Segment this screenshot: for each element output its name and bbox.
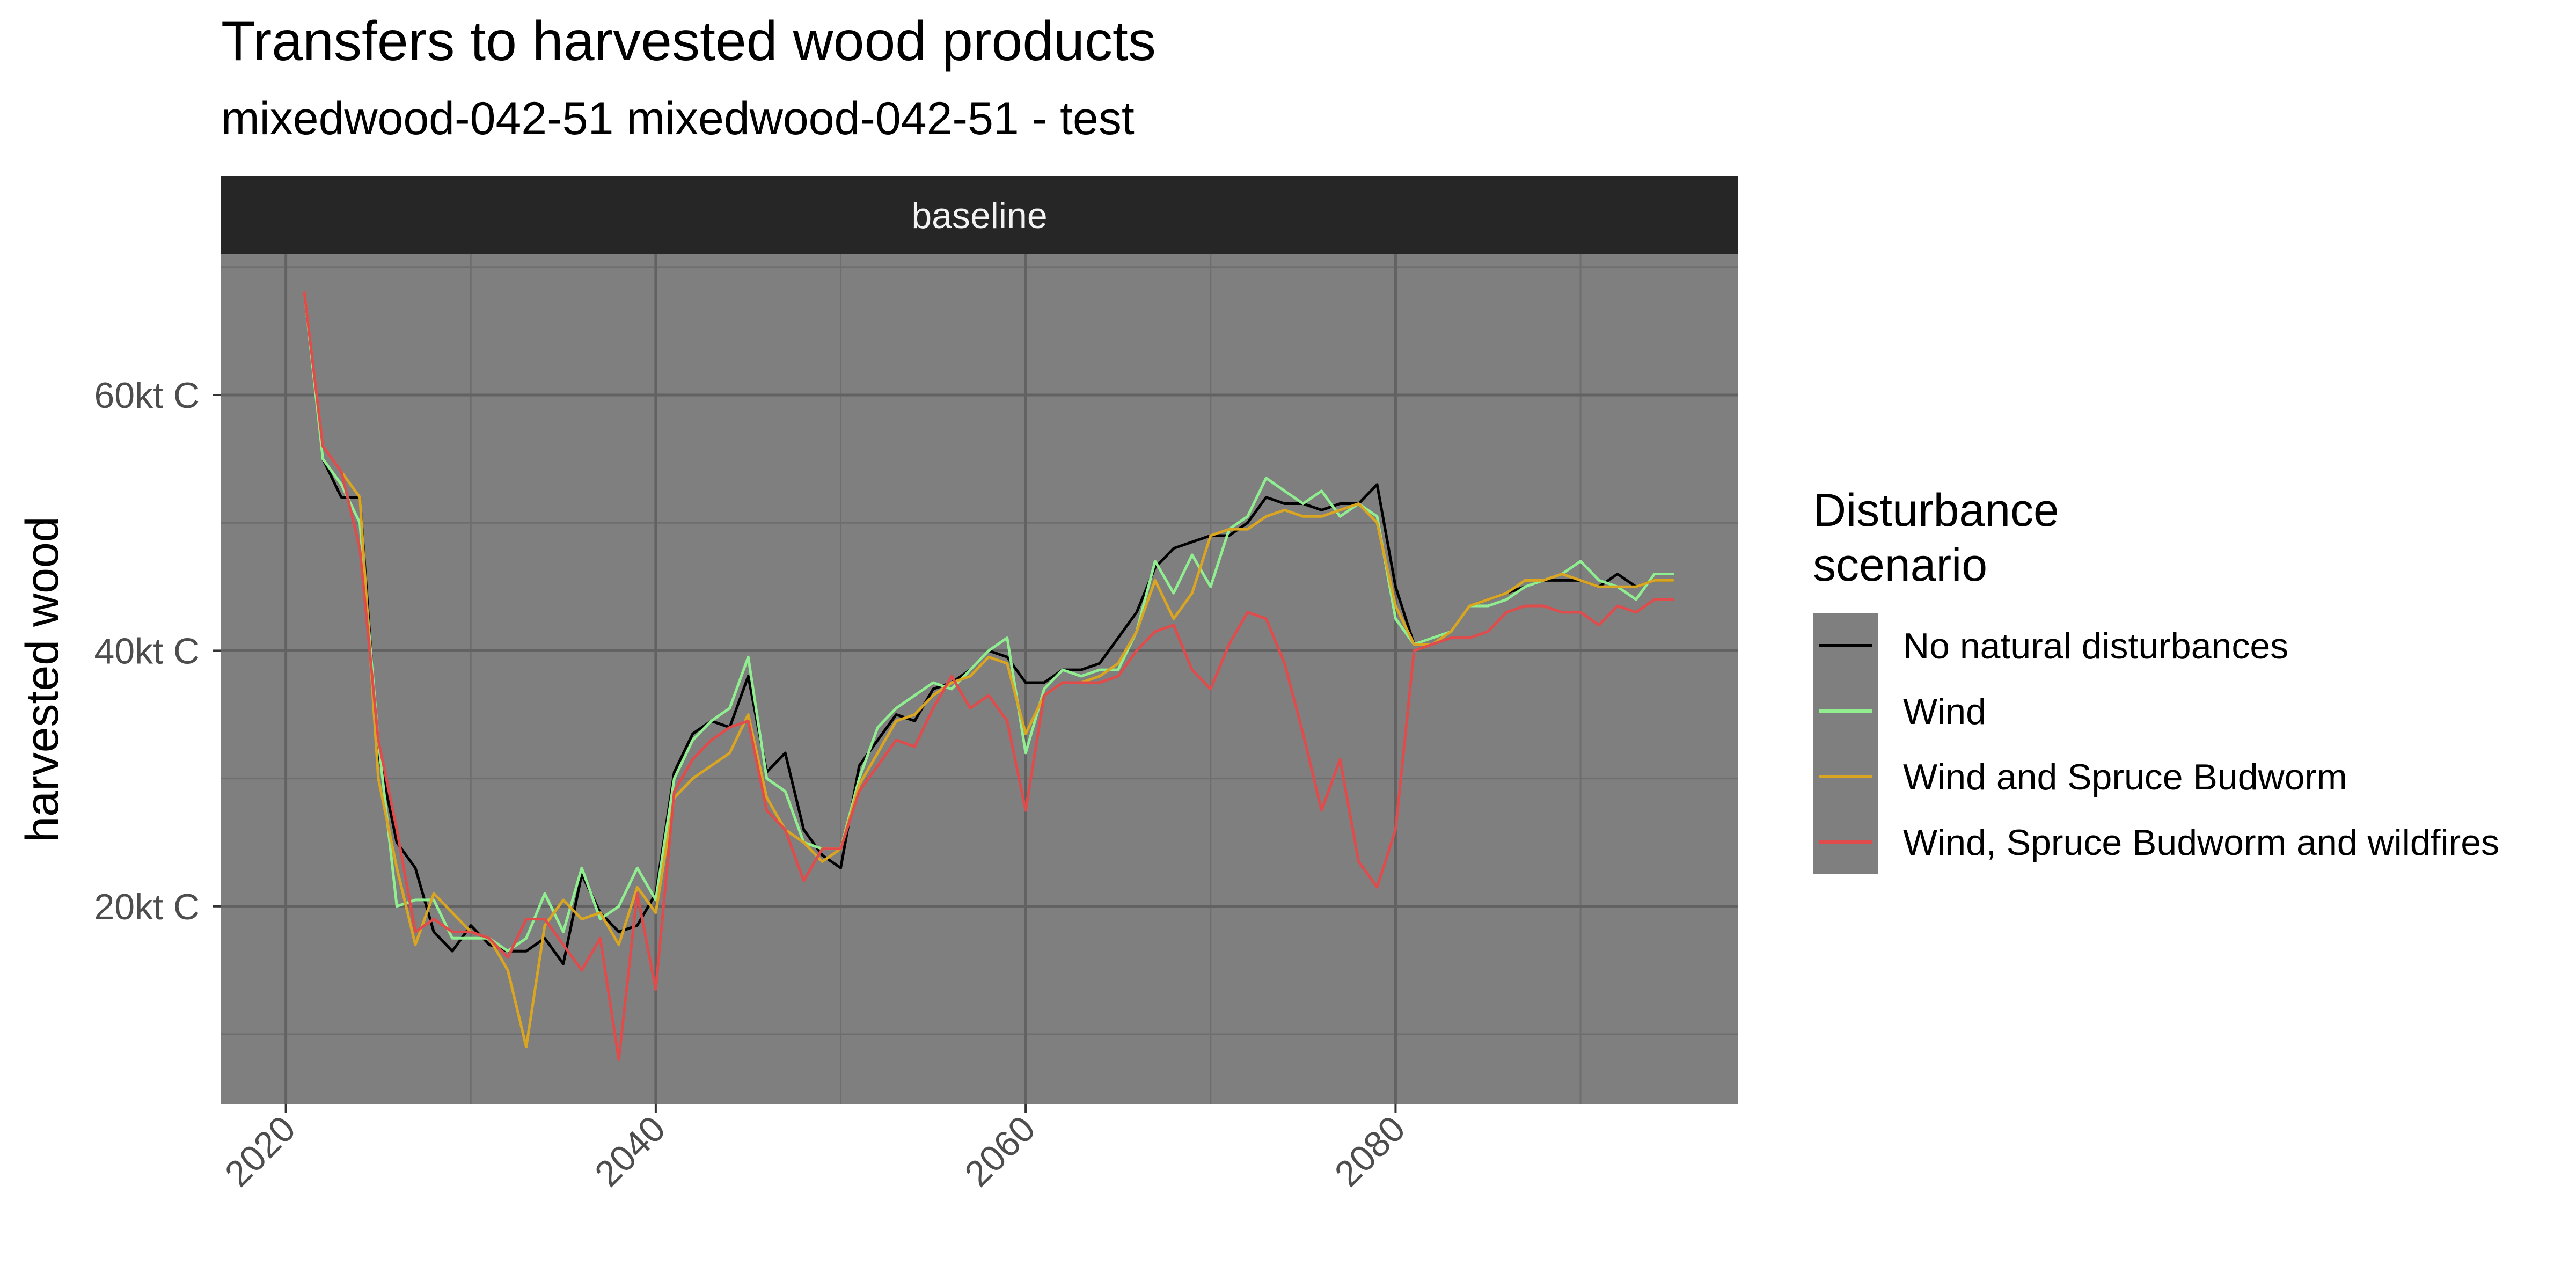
legend-label: Wind xyxy=(1903,691,1986,732)
legend-title-line2: scenario xyxy=(1813,539,1987,591)
axis-ticks xyxy=(213,394,1397,1113)
series-line-2 xyxy=(303,291,1674,953)
series-lines xyxy=(303,291,1674,1062)
x-tick-label: 2040 xyxy=(587,1108,674,1195)
legend-key-background xyxy=(1813,613,1878,874)
series-line-4 xyxy=(303,291,1674,1062)
y-tick-label: 20kt C xyxy=(94,887,200,927)
y-tick-label: 60kt C xyxy=(94,375,200,416)
x-tick-label: 2080 xyxy=(1327,1108,1413,1195)
x-tick-label: 2060 xyxy=(957,1108,1043,1195)
legend-label: No natural disturbances xyxy=(1903,626,2288,667)
legend-label: Wind and Spruce Budworm xyxy=(1903,757,2347,797)
chart-subtitle: mixedwood-042-51 mixedwood-042-51 - test xyxy=(221,93,1135,144)
y-tick-label: 40kt C xyxy=(94,631,200,671)
x-tick-label: 2020 xyxy=(217,1108,304,1195)
legend-title-line1: Disturbance xyxy=(1813,485,2059,536)
facet-label: baseline xyxy=(911,195,1047,236)
series-line-3 xyxy=(303,291,1674,1049)
facet-strip xyxy=(221,176,1738,254)
gridlines xyxy=(221,254,1738,1104)
legend-items: No natural disturbances Wind Wind and Spru… xyxy=(1819,626,2499,863)
legend: Disturbance scenario No natural disturba… xyxy=(1813,485,2499,874)
y-axis-label: harvested wood xyxy=(17,516,68,842)
y-tick-labels: 20kt C 40kt C 60kt C xyxy=(94,375,200,927)
plot-panel xyxy=(221,254,1738,1104)
x-tick-labels: 2020 2040 2060 2080 xyxy=(217,1108,1414,1195)
legend-label: Wind, Spruce Budworm and wildfires xyxy=(1903,822,2499,863)
chart-title: Transfers to harvested wood products xyxy=(221,10,1156,72)
